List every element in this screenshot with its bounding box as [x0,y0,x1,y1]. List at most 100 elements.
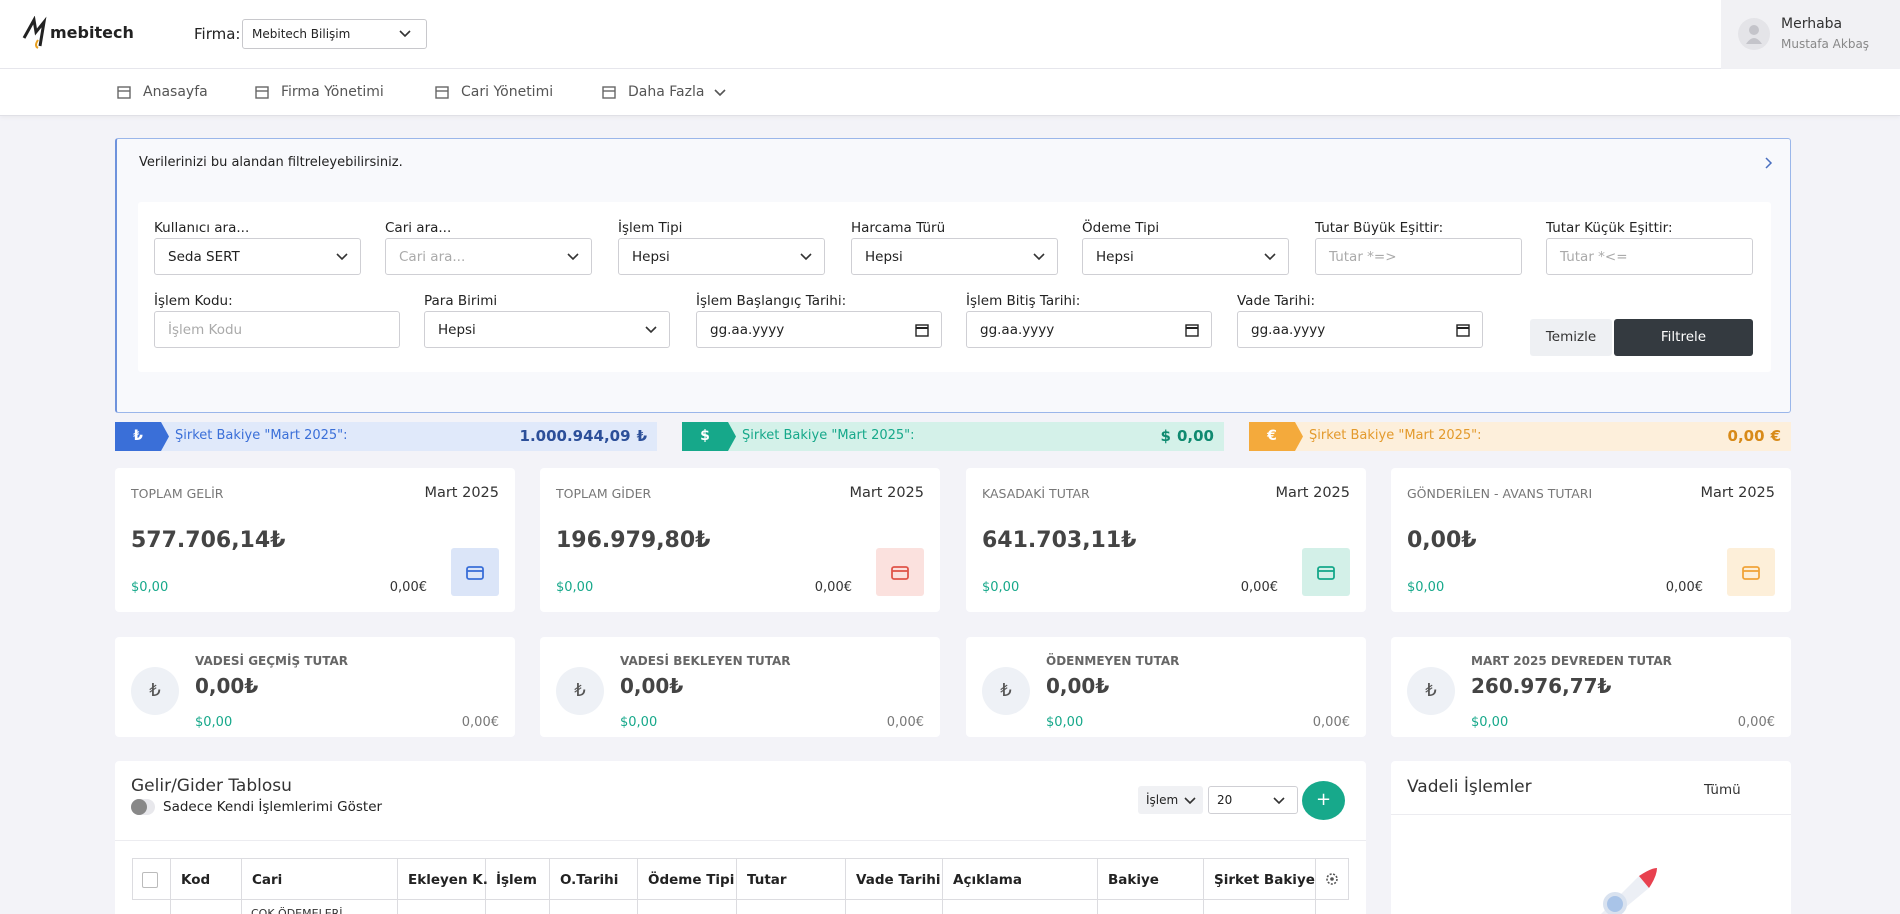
col-border [845,859,846,914]
card-label: GÖNDERİLEN - AVANS TUTARI [1407,486,1593,501]
column-header: O.Tarihi [560,872,619,888]
column-header: Cari [252,872,283,888]
due-amount: 0,00₺ [1046,674,1110,698]
firma-value: Mebitech Bilişim [252,27,351,41]
filter-title: Verilerinizi bu alandan filtreleyebilirs… [139,155,403,170]
due-usd: $0,00 [195,715,233,730]
due-symbol: ₺ [1000,680,1012,701]
card-usd: $0,00 [556,580,594,595]
avatar [1738,18,1770,50]
due-card: ₺ ÖDENMEYEN TUTAR 0,00₺ $0,00 0,00€ [966,637,1366,737]
summary-card: TOPLAM GİDER Mart 2025 196.979,80₺ $0,00 0,0… [540,468,940,612]
toggle[interactable] [131,799,155,815]
add-button[interactable]: + [1302,781,1345,820]
input-box[interactable]: Seda SERT [154,238,361,275]
type-select-value: İşlem [1146,793,1179,807]
col-border [1097,859,1098,914]
select-value: Hepsi [1096,249,1134,265]
card-eur: 0,00€ [814,580,852,595]
due-card: ₺ MART 2025 DEVREDEN TUTAR 260.976,77₺ $0,0… [1391,637,1791,737]
input-box[interactable]: gg.aa.yyyy [1237,311,1483,348]
chevron-icon [1033,253,1045,261]
due-usd: $0,00 [620,715,658,730]
page-size-select[interactable]: 20 [1208,786,1298,814]
due-label: MART 2025 DEVREDEN TUTAR [1471,654,1672,668]
input-box[interactable]: Hepsi [424,311,670,348]
balance-badge [115,422,169,451]
type-select[interactable]: İşlem [1138,786,1203,814]
user-panel[interactable]: Merhaba Mustafa Akbaş [1721,0,1900,69]
balance-currency: $ [1160,427,1171,445]
field-label: İşlem Kodu: [154,293,233,309]
nav-item[interactable]: Anasayfa [116,69,276,116]
balance-symbol: ₺ [133,428,143,444]
logo-mark [22,16,47,49]
card-amount: 196.979,80₺ [556,528,711,553]
input-box[interactable]: Tutar *<= [1546,238,1753,275]
input-box[interactable]: Hepsi [1082,238,1289,275]
side-link[interactable]: Tümü [1704,782,1741,798]
firma-label: Firma: [194,25,241,43]
column-header: Tutar [747,872,787,888]
due-card: ₺ VADESİ GEÇMİŞ TUTAR 0,00₺ $0,00 0,00€ [115,637,515,737]
add-label: + [1315,789,1332,810]
nav-item[interactable]: Daha Fazla [601,69,726,116]
apply-button[interactable]: Filtrele [1614,319,1753,356]
input-box[interactable]: Cari ara... [385,238,592,275]
clear-button[interactable]: Temizle [1530,319,1612,356]
col-border [736,859,737,914]
column-header: Şirket Bakiye [1214,872,1315,888]
select-value: Hepsi [865,249,903,265]
due-symbol: ₺ [1425,680,1437,701]
nav-icon [602,86,616,99]
col-border [637,859,638,914]
field-label: Cari ara... [385,220,452,236]
due-label: VADESİ BEKLEYEN TUTAR [620,654,791,668]
toggle-label: Sadece Kendi İşlemlerimi Göster [163,799,383,815]
column-header: Açıklama [953,872,1022,888]
due-amount: 0,00₺ [620,674,684,698]
input-box[interactable]: gg.aa.yyyy [966,311,1212,348]
summary-card: GÖNDERİLEN - AVANS TUTARI Mart 2025 0,00₺ $… [1391,468,1791,612]
input-box[interactable]: Tutar *=> [1315,238,1522,275]
chevron-icon [1184,797,1196,805]
cell-text: ÇOK ÖDEMELERİ [251,907,343,914]
due-symbol: ₺ [149,680,161,701]
input-box[interactable]: Hepsi [618,238,825,275]
input-box[interactable]: Hepsi [851,238,1058,275]
due-symbol: ₺ [574,680,586,701]
balance-strip: € Şirket Bakiye "Mart 2025": 0,00 € [1249,422,1791,451]
col-border [170,859,171,914]
balance-strip: ₺ Şirket Bakiye "Mart 2025": 1.000.944,09 ₺ [115,422,657,451]
header-checkbox[interactable] [142,872,158,888]
placeholder: Tutar *<= [1560,249,1628,265]
date-value: gg.aa.yyyy [1251,322,1326,338]
field-label: Tutar Küçük Eşittir: [1546,220,1673,236]
table-title: Gelir/Gider Tablosu [131,776,292,796]
card-amount: 641.703,11₺ [982,528,1137,553]
input-box[interactable]: İşlem Kodu [154,311,400,348]
card-label: KASADAKİ TUTAR [982,486,1090,501]
due-card: ₺ VADESİ BEKLEYEN TUTAR 0,00₺ $0,00 0,00€ [540,637,940,737]
balance-amount: 0,00 € [1728,427,1781,445]
field-label: Vade Tarihi: [1237,293,1316,309]
field-label: Harcama Türü [851,220,946,236]
input-box[interactable]: gg.aa.yyyy [696,311,942,348]
card-period: Mart 2025 [1275,485,1350,501]
due-eur: 0,00€ [461,715,499,730]
card-icon-glyph [1317,566,1335,580]
balance-symbol: € [1267,428,1277,444]
calendar-icon [915,324,929,337]
due-eur: 0,00€ [1737,715,1775,730]
due-eur: 0,00€ [1312,715,1350,730]
nav-item[interactable]: Cari Yönetimi [434,69,594,116]
firma-select[interactable]: Mebitech Bilişim [242,19,427,49]
filter-card: Kullanıcı ara... Seda SERT Cari ara... Cari… [138,202,1771,372]
chevron-icon [336,253,348,261]
rocket-illustration [1601,868,1657,914]
col-border [549,859,550,914]
nav-item[interactable]: Firma Yönetimi [254,69,414,116]
placeholder: İşlem Kodu [168,322,243,338]
due-eur: 0,00€ [886,715,924,730]
